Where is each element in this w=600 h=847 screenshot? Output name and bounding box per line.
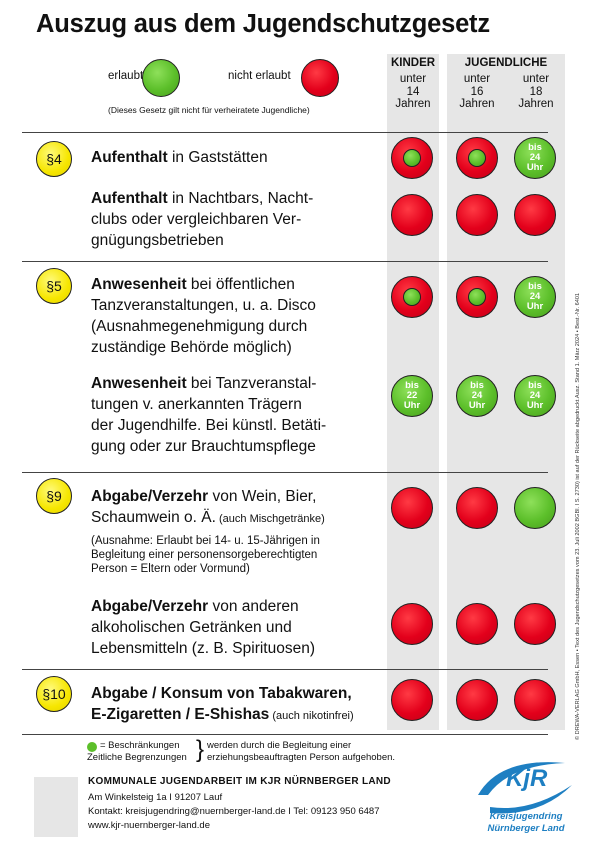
legend-allowed-label: erlaubt xyxy=(108,70,144,82)
footnote-right: werden durch die Begleitung einer erzieh… xyxy=(207,740,396,763)
column-age-14: unter 14 Jahren xyxy=(395,73,431,110)
separator xyxy=(22,734,548,736)
status-red-with-green xyxy=(391,276,433,318)
legend-not-allowed-label: nicht erlaubt xyxy=(228,70,291,82)
row-aufenthalt-nachtbars: Aufenthalt in Nachtbars, Nacht- clubs od… xyxy=(91,190,314,249)
legend-red-dot xyxy=(301,59,339,97)
footer-web: www.kjr-nuernberger-land.de xyxy=(88,820,210,831)
status-not-allowed xyxy=(391,194,433,236)
status-not-allowed xyxy=(514,679,556,721)
section-badge-4: §4 xyxy=(36,141,72,177)
status-red-with-green xyxy=(456,137,498,179)
status-not-allowed xyxy=(391,603,433,645)
legend-note: (Dieses Gesetz gilt nicht für verheirate… xyxy=(108,105,310,115)
footnote-green-dot-icon xyxy=(87,742,97,752)
status-not-allowed xyxy=(456,679,498,721)
row-tabakwaren: Abgabe / Konsum von Tabakwaren, E-Zigare… xyxy=(91,685,354,723)
status-not-allowed xyxy=(514,603,556,645)
status-red-with-green xyxy=(391,137,433,179)
status-not-allowed xyxy=(391,679,433,721)
footer-contact: Kontakt: kreisjugendring@nuernberger-lan… xyxy=(88,806,380,817)
footnote-left-2: Zeitliche Begrenzungen xyxy=(87,752,187,763)
separator xyxy=(22,472,548,474)
legend-green-dot xyxy=(142,59,180,97)
row-aufenthalt-gaststaetten: Aufenthalt in Gaststätten xyxy=(91,149,268,166)
section-badge-9: §9 xyxy=(36,478,72,514)
separator xyxy=(22,669,548,671)
status-not-allowed xyxy=(456,603,498,645)
kjr-logo-mark: KjR xyxy=(506,765,548,792)
status-red-with-green xyxy=(456,276,498,318)
row-anwesenheit-tanz: Anwesenheit bei öffentlichen Tanzveranst… xyxy=(91,276,316,356)
kjr-logo: KjR Kreisjugendring Nürnberger Land xyxy=(470,755,580,835)
row-abgabe-spirituosen: Abgabe/Verzehr von anderen alkoholischen… xyxy=(91,598,315,657)
section-badge-5: §5 xyxy=(36,268,72,304)
status-time-limit: bis 24 Uhr xyxy=(514,375,556,417)
status-time-limit: bis 22 Uhr xyxy=(391,375,433,417)
status-not-allowed xyxy=(456,487,498,529)
status-not-allowed xyxy=(391,487,433,529)
column-header-kinder: KINDER xyxy=(390,57,436,69)
row-anwesenheit-jugendhilfe: Anwesenheit bei Tanzveranstal- tungen v.… xyxy=(91,375,327,455)
separator xyxy=(22,132,548,134)
separator xyxy=(22,261,548,263)
kjr-logo-line2: Nürnberger Land xyxy=(487,823,565,834)
status-time-limit: bis 24 Uhr xyxy=(456,375,498,417)
side-copyright-text: © DREWA-VERLAG GmbH, Essen • Text des Ju… xyxy=(575,292,581,740)
status-allowed xyxy=(514,487,556,529)
row-abgabe-wein-bier: Abgabe/Verzehr von Wein, Bier, Schaumwei… xyxy=(91,488,325,526)
column-header-jugendliche: JUGENDLICHE xyxy=(464,57,548,69)
footer-address: Am Winkelsteig 1a I 91207 Lauf xyxy=(88,792,223,803)
page-title: Auszug aus dem Jugendschutzgesetz xyxy=(36,10,490,38)
footer-placeholder-box xyxy=(34,777,78,837)
footnote-left: = Beschränkungen xyxy=(100,740,180,751)
row-abgabe-note: (Ausnahme: Erlaubt bei 14- u. 15-Jährige… xyxy=(91,535,320,575)
kjr-swoosh-icon xyxy=(478,762,572,814)
status-not-allowed xyxy=(514,194,556,236)
column-age-18: unter 18 Jahren xyxy=(518,73,554,110)
section-badge-10: §10 xyxy=(36,676,72,712)
column-age-16: unter 16 Jahren xyxy=(459,73,495,110)
status-time-limit: bis 24 Uhr xyxy=(514,276,556,318)
status-not-allowed xyxy=(456,194,498,236)
kjr-logo-line1: Kreisjugendring xyxy=(489,811,563,822)
footer-org: KOMMUNALE JUGENDARBEIT IM KJR NÜRNBERGER… xyxy=(88,776,391,787)
footnote-brace: } xyxy=(196,736,205,763)
status-time-limit: bis 24 Uhr xyxy=(514,137,556,179)
